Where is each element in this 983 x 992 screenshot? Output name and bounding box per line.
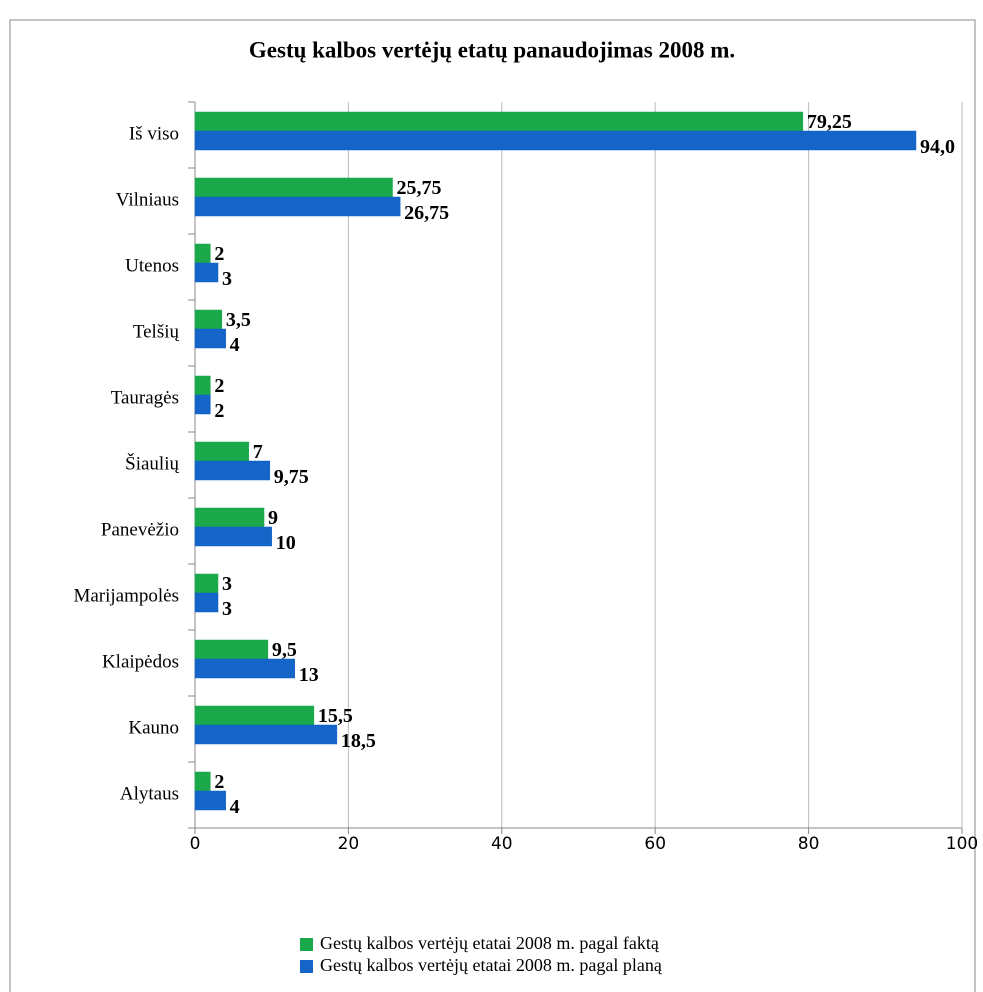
value-label: 25,75 [397,177,442,199]
value-label: 9,5 [272,639,297,661]
value-label: 10 [276,532,296,554]
value-label: 9,75 [274,466,309,488]
bar [194,460,271,481]
value-label: 3 [222,598,232,620]
y-tick-label: Marijampolės [73,585,179,606]
value-label: 2 [214,400,224,422]
chart-border [9,19,976,992]
y-tick-label: Iš viso [129,123,179,144]
bar [194,441,249,462]
y-tick-label: Klaipėdos [102,651,179,672]
y-tick-label: Alytaus [120,783,179,804]
bar [194,309,223,330]
value-label: 4 [230,796,240,818]
y-tick-label: Šiaulių [125,452,179,474]
value-label: 7 [253,441,263,463]
y-tick-label: Panevėžio [101,519,179,540]
bar [194,507,265,528]
bar [194,394,211,415]
legend-label: Gestų kalbos vertėjų etatai 2008 m. paga… [320,955,663,975]
value-label: 2 [214,771,224,793]
x-tick-label: 0 [190,834,201,854]
bar [194,658,295,679]
y-tick-label: Telšių [133,321,180,342]
y-tick-label: Utenos [125,255,179,276]
value-label: 15,5 [318,705,353,727]
bar [194,130,917,151]
bar [194,573,219,594]
bar [194,111,804,132]
x-tick-label: 80 [798,834,820,854]
bar [194,526,272,547]
bar [194,196,401,217]
legend-label: Gestų kalbos vertėjų etatai 2008 m. paga… [320,933,660,953]
bar [194,262,219,283]
value-label: 18,5 [341,730,376,752]
bar [194,177,393,198]
value-label: 94,0 [920,136,955,158]
bar [194,790,226,811]
legend-swatch [300,960,313,973]
value-label: 2 [214,375,224,397]
y-tick-label: Tauragės [111,387,179,408]
value-label: 3,5 [226,309,251,331]
value-label: 9 [268,507,278,529]
y-tick-label: Kauno [128,717,179,738]
bar [194,375,211,396]
x-tick-label: 100 [946,834,978,854]
bar [194,724,338,745]
chart-title: Gestų kalbos vertėjų etatų panaudojimas … [249,37,735,62]
value-label: 3 [222,573,232,595]
x-tick-label: 60 [644,834,666,854]
value-label: 3 [222,268,232,290]
value-label: 4 [230,334,240,356]
value-label: 26,75 [404,202,449,224]
bar [194,639,269,660]
x-tick-label: 20 [338,834,360,854]
bar [194,592,219,613]
bar [194,705,315,726]
bar [194,771,211,792]
value-label: 13 [299,664,319,686]
value-label: 79,25 [807,111,852,133]
x-tick-label: 40 [491,834,513,854]
legend-swatch [300,938,313,951]
y-tick-label: Vilniaus [116,189,179,210]
bar [194,243,211,264]
value-label: 2 [214,243,224,265]
bar [194,328,226,349]
